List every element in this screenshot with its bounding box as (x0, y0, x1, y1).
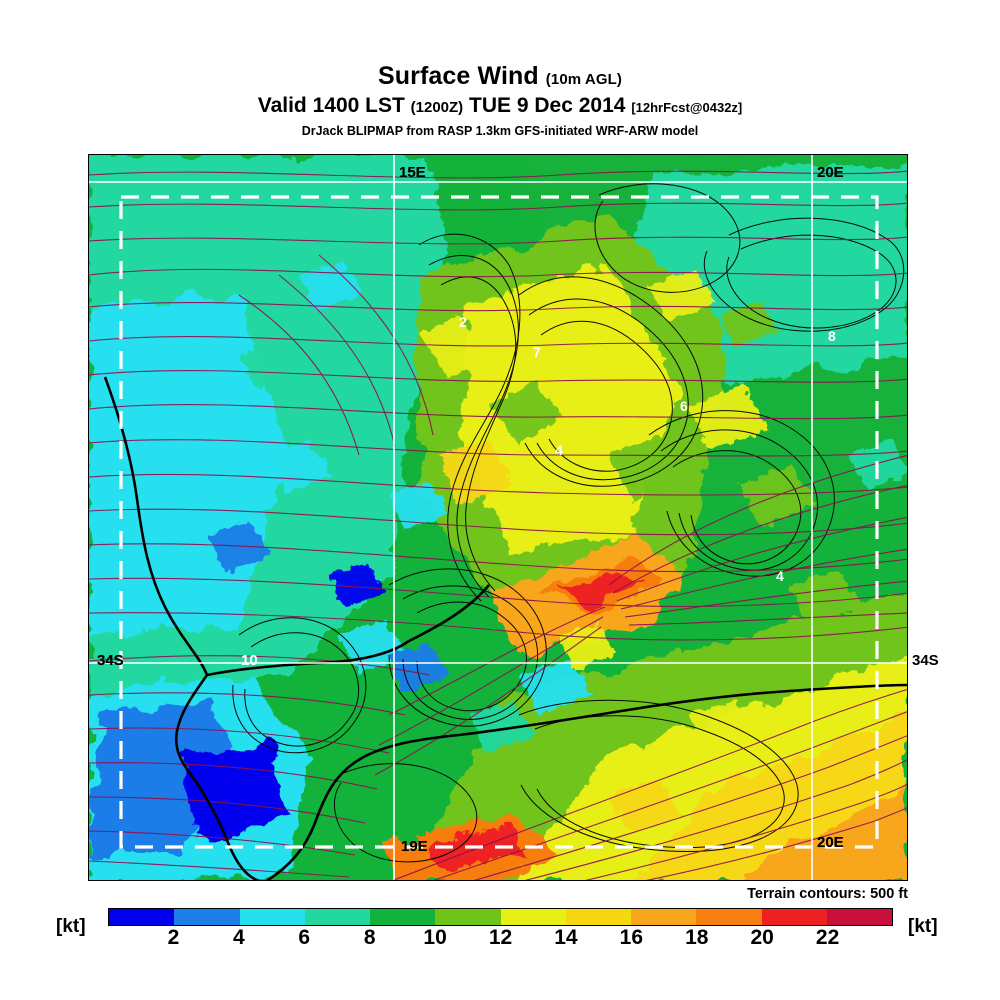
title-altitude: (10m AGL) (545, 71, 622, 88)
colorbar-tick-6: 6 (298, 926, 311, 949)
colorbar-tick-12: 12 (488, 926, 513, 949)
colorbar-segment-10 (761, 909, 827, 925)
title-block: Surface Wind (10m AGL) Valid 1400 LST (1… (0, 64, 1000, 139)
wind-streamlines (89, 170, 907, 880)
colorbar-tick-18: 18 (685, 926, 709, 949)
graticule-lines (89, 155, 907, 880)
forecast-map[interactable]: 15E 20E 34S 19E 20E 2 7 8 6 4 4 10 (88, 154, 908, 881)
colorbar-tick-8: 8 (363, 926, 376, 949)
colorbar-tick-4: 4 (232, 926, 245, 949)
subdomain-dashed-box (119, 195, 879, 849)
colorbar-segment-3 (304, 909, 370, 925)
map-raster (89, 155, 907, 880)
forecast-age: [12hrFcst@0432z] (631, 100, 743, 115)
valid-zulu: (1200Z) (410, 99, 464, 116)
colorbar-segment-5 (435, 909, 501, 925)
model-source: DrJack BLIPMAP from RASP 1.3km GFS-initi… (301, 124, 699, 139)
colorbar-tick-20: 20 (750, 926, 774, 949)
colorbar-tick-2: 2 (167, 926, 180, 949)
terrain-contour-note: Terrain contours: 500 ft (747, 886, 908, 902)
colorbar-segment-4 (370, 909, 436, 925)
wind-speed-colorbar (108, 908, 893, 926)
colorbar-unit-right: [kt] (908, 916, 938, 937)
valid-local: Valid 1400 LST (257, 94, 405, 117)
terrain-contour-lines (232, 183, 905, 863)
colorbar-unit-left: [kt] (56, 916, 86, 937)
colorbar-segment-11 (826, 909, 892, 925)
colorbar-segment-6 (500, 909, 566, 925)
colorbar-tick-14: 14 (554, 926, 578, 949)
colorbar-segment-0 (109, 909, 175, 925)
colorbar-segment-1 (174, 909, 240, 925)
lat-axis-label-34s: 34S (912, 652, 939, 669)
valid-time-line: Valid 1400 LST (1200Z) TUE 9 Dec 2014 [1… (0, 93, 1000, 119)
colorbar-tick-22: 22 (815, 926, 840, 949)
colorbar-tick-16: 16 (619, 926, 644, 949)
colorbar-segment-9 (696, 909, 762, 925)
colorbar-tick-labels: 2 4 6 8 10 12 14 16 18 20 22 (108, 926, 893, 952)
colorbar-tick-10: 10 (423, 926, 447, 949)
valid-date: TUE 9 Dec 2014 (469, 94, 626, 117)
colorbar-segment-2 (239, 909, 305, 925)
page-title: Surface Wind (10m AGL) (0, 64, 1000, 89)
colorbar-segment-7 (565, 909, 631, 925)
title-main: Surface Wind (378, 62, 539, 90)
colorbar-segment-8 (631, 909, 697, 925)
